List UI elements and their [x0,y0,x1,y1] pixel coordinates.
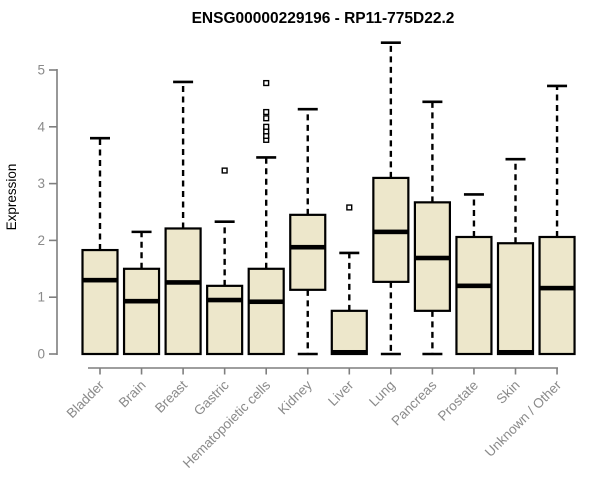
box-group-unknown-other [538,84,576,356]
median-line-unknown-other [539,285,575,291]
x-tick-label-liver: Liver [325,377,357,409]
iqr-box-skin [496,242,535,356]
x-tick-label-brain: Brain [116,378,149,411]
outlier-point-gastric [221,167,228,174]
x-tick-label-bladder: Bladder [64,377,108,421]
x-tick-label-unknown-other: Unknown / Other [482,377,565,460]
iqr-box-breast [164,227,202,356]
box-group-pancreas [413,100,451,356]
box-group-gastric [206,167,244,356]
iqr-box-prostate [455,235,493,356]
box-group-breast [164,80,202,356]
iqr-box-kidney [289,213,327,291]
median-line-pancreas [414,255,450,261]
x-tick-label-pancreas: Pancreas [389,377,440,428]
box-group-bladder [81,136,119,356]
box-group-kidney [289,107,327,356]
y-tick-label-5: 5 [37,63,45,78]
y-axis-label: Expression [4,164,19,231]
x-tick-label-lung: Lung [366,378,398,410]
outlier-point-liver [346,204,353,211]
outlier-point-hematopoietic-cells [263,123,270,130]
iqr-box-brain [122,267,161,356]
outlier-point-hematopoietic-cells [263,115,270,122]
box-group-prostate [455,193,493,356]
y-tick-label-4: 4 [37,119,45,134]
box-group-liver [330,204,368,356]
median-line-kidney [290,244,326,250]
median-line-breast [165,280,201,285]
chart-title: ENSG00000229196 - RP11-775D22.2 [192,10,455,27]
iqr-box-hematopoietic-cells [247,267,285,356]
outlier-point-hematopoietic-cells [263,79,270,87]
box-group-skin [496,157,535,356]
median-line-liver [331,349,367,355]
x-tick-label-prostate: Prostate [435,378,481,424]
x-tick-label-breast: Breast [152,377,190,415]
y-tick-label-1: 1 [37,290,45,305]
y-tick-label-0: 0 [37,347,45,362]
box-group-hematopoietic-cells [247,79,285,356]
box-group-brain [122,230,161,356]
iqr-box-liver [330,309,368,356]
plot-group [81,41,576,356]
iqr-box-gastric [206,284,244,356]
y-tick-label-2: 2 [37,233,45,248]
outlier-point-hematopoietic-cells [263,108,270,116]
median-line-gastric [207,297,243,303]
median-line-skin [498,349,533,355]
median-line-prostate [456,283,492,289]
x-tick-label-gastric: Gastric [191,377,232,418]
median-line-hematopoietic-cells [248,299,284,305]
x-tick-label-kidney: Kidney [275,377,315,417]
median-line-bladder [82,277,118,283]
median-line-lung [373,229,409,235]
median-line-brain [124,298,160,304]
iqr-box-unknown-other [538,235,576,356]
box-group-lung [372,41,410,356]
x-tick-label-skin: Skin [493,378,522,407]
y-tick-label-3: 3 [37,176,45,191]
iqr-box-bladder [81,248,119,356]
